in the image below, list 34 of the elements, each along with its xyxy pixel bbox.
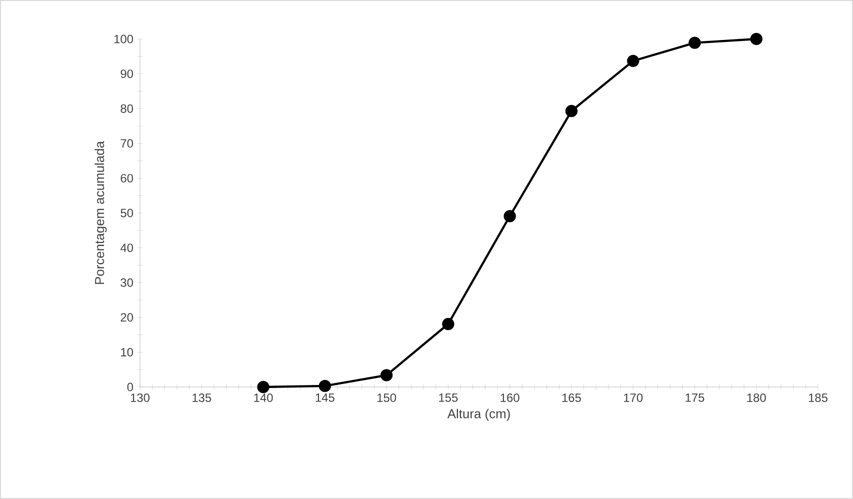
y-tick-label: 10 [121, 348, 134, 356]
x-tick-label: 185 [808, 394, 828, 402]
x-tick-label: 175 [686, 394, 704, 402]
x-tick-label: 145 [316, 394, 334, 402]
y-tick-label: 60 [120, 174, 134, 182]
x-tick-label: 170 [624, 394, 643, 402]
y-tick-label: 30 [120, 278, 134, 287]
x-tick-label: 135 [192, 394, 212, 402]
point [565, 104, 578, 118]
point [318, 380, 332, 392]
point [380, 369, 393, 382]
x-tick-label: 165 [562, 394, 581, 402]
x-tick-label: 130 [130, 394, 150, 402]
y-tick-label: 50 [120, 208, 134, 218]
y-tick-label: 80 [120, 104, 134, 113]
point [750, 32, 762, 46]
y-tick-label: 100 [114, 34, 134, 44]
point [257, 380, 270, 394]
x-tick-label: 150 [377, 394, 396, 402]
x-tick-label: 140 [254, 394, 273, 402]
y-tick-label: 40 [120, 244, 134, 252]
x-axis-title: Altura (cm) [447, 408, 510, 421]
point [626, 54, 640, 68]
point [504, 210, 516, 222]
y-tick-label: 0 [127, 382, 134, 392]
x-tick-label: 155 [439, 394, 458, 402]
y-tick-label: 70 [120, 139, 134, 148]
y-axis-title: Porcentagem acumulada [94, 141, 107, 284]
point [688, 36, 701, 49]
point [442, 318, 454, 330]
x-tick-label: 160 [500, 394, 520, 402]
x-tick-label: 180 [747, 394, 766, 402]
y-tick-label: 90 [120, 70, 134, 78]
y-tick-label: 20 [120, 313, 134, 322]
